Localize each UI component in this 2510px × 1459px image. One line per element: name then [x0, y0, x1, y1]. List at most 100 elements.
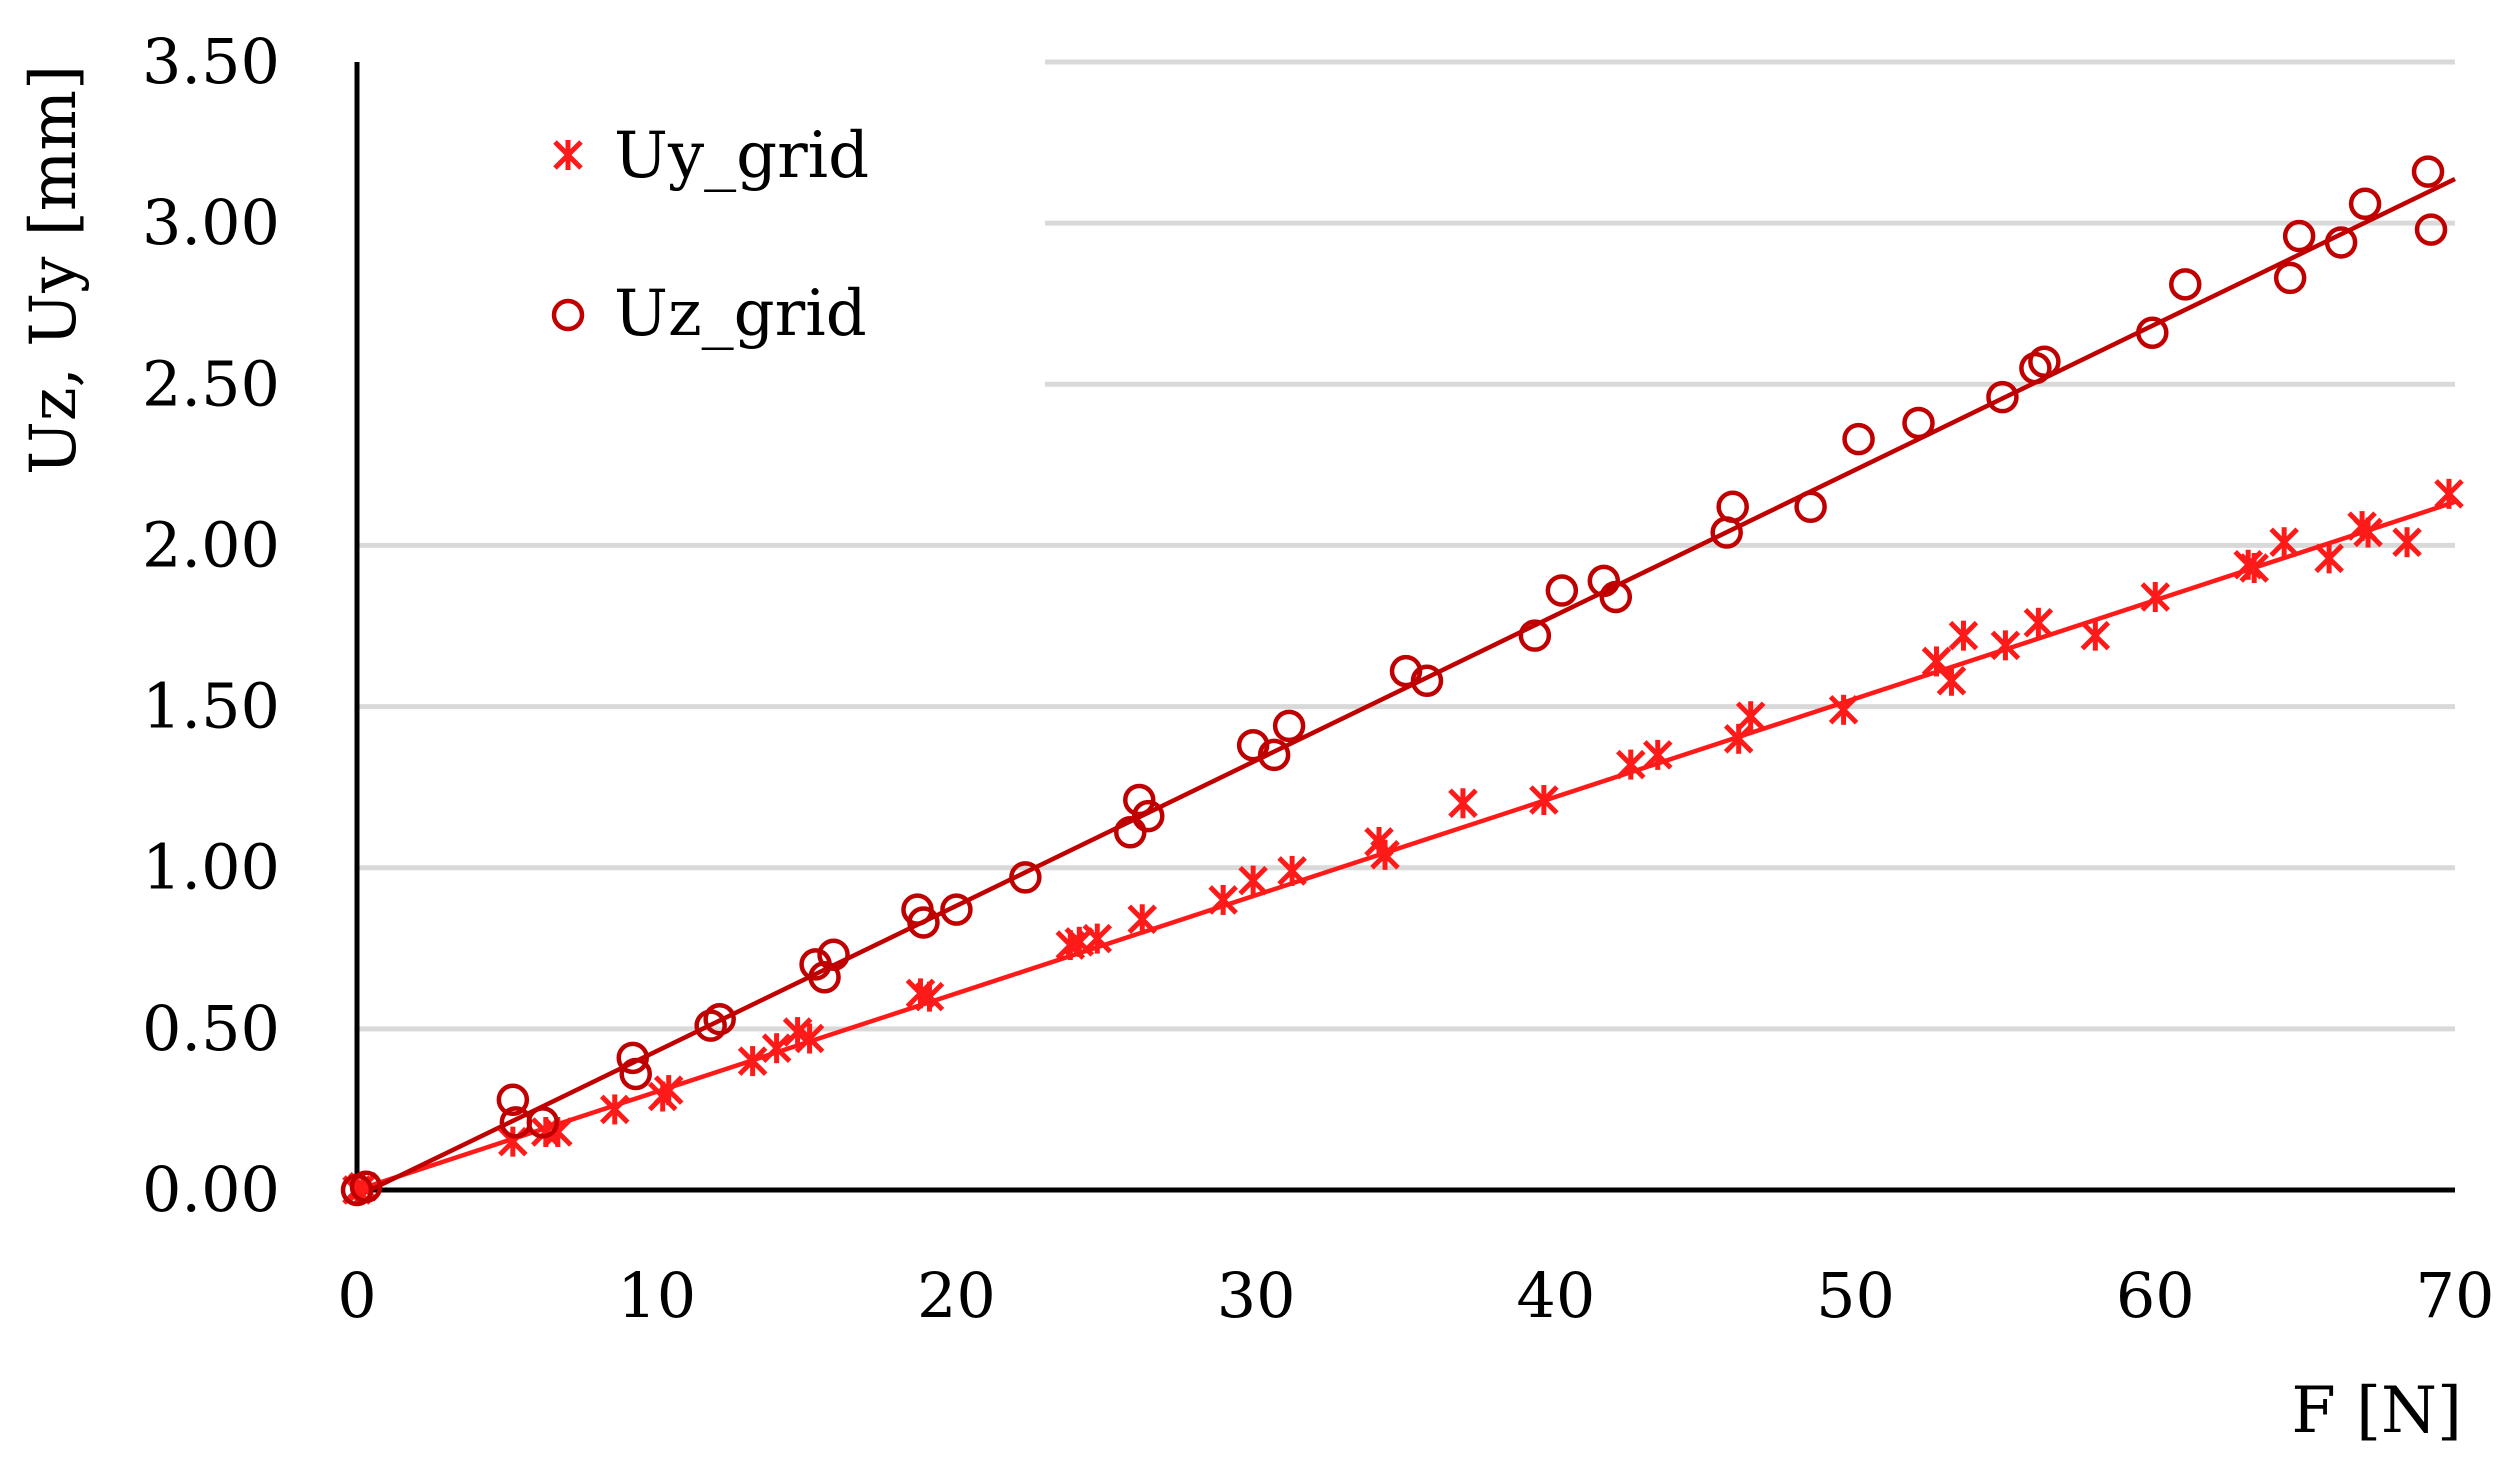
data-point-uy [1127, 904, 1158, 935]
data-point-uz [907, 906, 940, 939]
data-point-uz [1114, 816, 1147, 849]
x-tick-label: 30 [1217, 1259, 1296, 1332]
data-point-uy [1642, 739, 1673, 770]
y-axis-label: Uz, Uy [mm] [17, 65, 91, 475]
data-point-uy [1828, 694, 1859, 725]
data-point-uz [1131, 799, 1165, 833]
data-point-uy [1208, 884, 1238, 915]
data-point-uz [616, 1041, 649, 1075]
data-point-uz [526, 1106, 560, 1139]
data-point-uz [2411, 155, 2445, 188]
x-tick-label: 70 [2416, 1259, 2495, 1332]
data-point-uz [2019, 351, 2052, 385]
x-tick-label: 50 [1816, 1259, 1895, 1332]
data-point-uz [2273, 261, 2307, 295]
data-point-uy [2434, 478, 2464, 509]
legend-item-uy-grid: Uy_grid [553, 119, 869, 193]
data-point-uz [1009, 861, 1042, 894]
legend-asterisk-marker [553, 140, 583, 170]
data-point-uz [1794, 490, 1827, 524]
data-point-uy [1948, 620, 1979, 651]
data-point-uz [2028, 345, 2061, 378]
legend-item-uz-grid: Uz_grid [551, 277, 867, 351]
data-point-uy [2080, 620, 2111, 651]
data-point-uz [496, 1083, 530, 1117]
data-point-uz [1716, 490, 1749, 524]
data-point-uz [1123, 783, 1156, 817]
grid-lines [357, 59, 2455, 1032]
data-point-uy [914, 981, 945, 1012]
data-point-uz [349, 1170, 383, 1204]
y-tick-label: 2.50 [142, 347, 280, 420]
data-point-uz [1257, 738, 1291, 772]
data-point-uz [817, 938, 850, 971]
data-point-uz [940, 893, 973, 926]
data-point-uy [737, 1046, 768, 1077]
data-point-uz [2169, 268, 2202, 301]
y-tick-label: 0.00 [142, 1153, 280, 1226]
data-point-uy [2392, 527, 2422, 558]
x-tick-label: 40 [1516, 1259, 1595, 1332]
tick-labels: 0.00 0.50 1.00 1.50 2.00 2.50 3.00 3.50 0 10 20 30 4… [142, 25, 2495, 1332]
data-point-uz [1902, 406, 1935, 440]
y-tick-label: 0.50 [142, 992, 280, 1065]
data-point-uy [2023, 607, 2054, 638]
series-uy-grid [342, 478, 2464, 1205]
data-point-uy [794, 1023, 825, 1054]
data-point-uz [2136, 316, 2169, 349]
data-point-uz [1599, 580, 1633, 614]
data-points [340, 155, 2464, 1207]
y-tick-label: 2.00 [142, 508, 280, 581]
axes [354, 62, 2455, 1193]
legend-label-uz-grid: Uz_grid [614, 277, 867, 351]
data-point-uy [1448, 788, 1478, 819]
trendline-uy-grid [356, 499, 2456, 1193]
data-point-uy [1529, 785, 1559, 816]
data-point-uz [2324, 226, 2358, 259]
y-tick-label: 1.50 [142, 670, 280, 743]
data-point-uz [1272, 709, 1306, 743]
x-axis-label: F [N] [2291, 1374, 2462, 1448]
data-point-uz [2282, 219, 2316, 253]
series-uz-grid [340, 155, 2448, 1207]
data-point-uy [2314, 543, 2344, 574]
data-point-uz [694, 1009, 727, 1042]
data-point-uz [703, 1002, 736, 1036]
data-point-uz [619, 1057, 652, 1091]
data-point-uz [1986, 380, 2019, 414]
data-point-uz [1545, 574, 1579, 607]
data-point-uy [2353, 517, 2383, 548]
data-point-uz [2348, 187, 2382, 221]
data-point-uz [1842, 422, 1875, 456]
data-point-uy [2239, 552, 2269, 583]
data-point-uy [1238, 865, 1268, 896]
data-point-uy [2140, 581, 2171, 612]
data-point-uy [1921, 646, 1952, 677]
legend-marker-uy [553, 140, 583, 170]
data-point-uy [1616, 749, 1646, 780]
legend-label-uy-grid: Uy_grid [614, 119, 869, 193]
data-point-uz [1518, 619, 1552, 652]
data-point-uy [599, 1094, 630, 1125]
x-tick-label: 60 [2116, 1259, 2195, 1332]
data-point-uy [1277, 855, 1307, 886]
data-point-uy [1370, 839, 1400, 870]
legend: Uy_grid Uz_grid [551, 119, 869, 351]
y-tick-label: 1.00 [142, 831, 280, 904]
x-tick-label: 10 [617, 1259, 696, 1332]
legend-marker-uz [551, 298, 585, 332]
data-point-uy [2269, 527, 2299, 558]
data-point-uy [1936, 665, 1967, 696]
data-point-uz [2414, 213, 2448, 246]
data-point-uz [1410, 664, 1444, 698]
y-tick-label: 3.00 [142, 186, 280, 259]
data-point-uy [653, 1075, 684, 1106]
data-point-uy [761, 1033, 792, 1064]
x-tick-label: 20 [917, 1259, 996, 1332]
data-point-uy [1735, 701, 1766, 732]
data-point-uy [1990, 630, 2021, 661]
y-tick-label: 3.50 [142, 25, 280, 98]
legend-circle-marker [551, 298, 585, 332]
